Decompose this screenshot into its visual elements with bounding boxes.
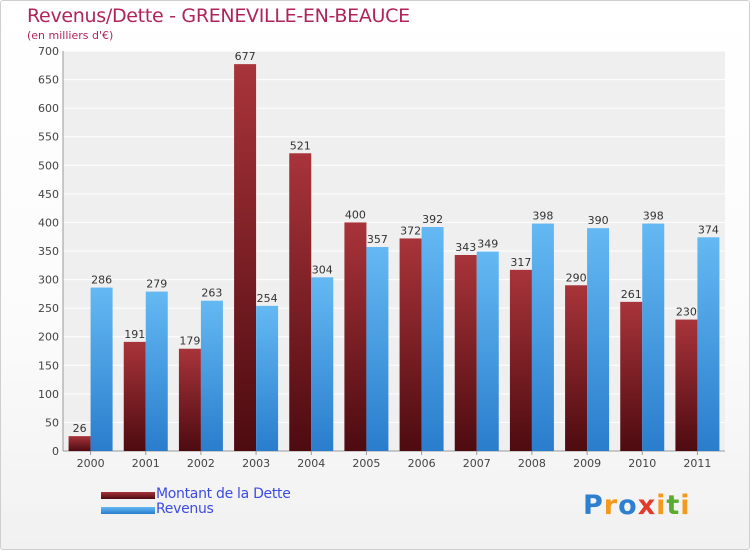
x-tick-label: 2010 xyxy=(628,457,656,470)
legend-swatch-revenus xyxy=(101,507,155,514)
x-tick-label: 2006 xyxy=(408,457,436,470)
logo-letter: i xyxy=(680,490,691,521)
y-tick-label: 550 xyxy=(38,131,59,144)
data-label-revenus: 374 xyxy=(698,223,719,236)
data-label-dette: 261 xyxy=(621,288,642,301)
chart-title: Revenus/Dette - GRENEVILLE-EN-BEAUCE xyxy=(27,5,410,27)
logo-letter: r xyxy=(603,490,619,521)
bar-dette xyxy=(399,238,422,451)
legend-swatch-dette xyxy=(101,492,155,499)
y-tick-label: 500 xyxy=(38,159,59,172)
x-tick-label: 2007 xyxy=(463,457,491,470)
x-tick-label: 2003 xyxy=(242,457,270,470)
bar-revenus xyxy=(531,223,554,451)
data-label-dette: 521 xyxy=(290,139,311,152)
y-tick-label: 350 xyxy=(38,245,59,258)
data-label-dette: 400 xyxy=(345,208,366,221)
bar-revenus xyxy=(366,247,389,451)
data-label-revenus: 398 xyxy=(532,210,553,223)
bar-revenus xyxy=(642,223,665,451)
data-label-revenus: 392 xyxy=(422,213,443,226)
bar-revenus xyxy=(587,228,610,451)
bar-dette xyxy=(178,348,201,451)
x-tick-label: 2005 xyxy=(352,457,380,470)
data-label-revenus: 254 xyxy=(257,292,278,305)
legend-label-dette: Montant de la Dette xyxy=(156,486,291,502)
data-label-revenus: 349 xyxy=(477,238,498,251)
data-label-dette: 179 xyxy=(179,335,200,348)
y-tick-label: 50 xyxy=(45,416,59,429)
bar-dette xyxy=(509,269,532,451)
data-label-revenus: 357 xyxy=(367,233,388,246)
bar-revenus xyxy=(200,300,223,451)
data-label-revenus: 279 xyxy=(146,278,167,291)
bar-revenus xyxy=(256,305,279,451)
data-label-dette: 343 xyxy=(455,241,476,254)
data-label-dette: 290 xyxy=(566,271,587,284)
y-tick-label: 700 xyxy=(38,45,59,58)
bar-dette xyxy=(565,285,588,451)
data-label-revenus: 398 xyxy=(643,210,664,223)
data-label-dette: 230 xyxy=(676,306,697,319)
x-tick-label: 2004 xyxy=(297,457,325,470)
data-label-revenus: 390 xyxy=(588,214,609,227)
chart-subtitle: (en milliers d'€) xyxy=(27,29,114,42)
data-label-dette: 26 xyxy=(73,422,87,435)
y-tick-label: 200 xyxy=(38,331,59,344)
bar-dette xyxy=(620,301,643,451)
logo-letter: P xyxy=(583,490,604,521)
bar-revenus xyxy=(476,251,499,451)
bar-dette xyxy=(344,222,367,451)
bar-dette xyxy=(68,436,91,451)
x-tick-label: 2011 xyxy=(683,457,711,470)
bar-revenus xyxy=(697,237,720,451)
bar-revenus xyxy=(90,287,113,451)
x-tick-label: 2008 xyxy=(518,457,546,470)
y-tick-label: 450 xyxy=(38,188,59,201)
y-tick-label: 600 xyxy=(38,102,59,115)
logo-letter: t xyxy=(666,490,681,521)
x-tick-label: 2002 xyxy=(187,457,215,470)
data-label-revenus: 286 xyxy=(91,274,112,287)
proxiti-logo: Proxiti xyxy=(583,490,691,521)
data-label-dette: 372 xyxy=(400,224,421,237)
bar-revenus xyxy=(311,277,334,451)
bar-dette xyxy=(123,341,146,451)
y-tick-label: 650 xyxy=(38,74,59,87)
bar-revenus xyxy=(421,227,444,451)
x-tick-label: 2009 xyxy=(573,457,601,470)
bar-dette xyxy=(289,153,312,452)
bar-dette xyxy=(454,255,477,451)
x-tick-label: 2001 xyxy=(132,457,160,470)
y-tick-label: 300 xyxy=(38,274,59,287)
bar-dette xyxy=(675,319,698,451)
data-label-dette: 317 xyxy=(510,256,531,269)
legend-label-revenus: Revenus xyxy=(156,501,214,517)
x-tick-label: 2000 xyxy=(77,457,105,470)
logo-letter: o xyxy=(618,490,638,521)
bar-dette xyxy=(234,64,257,451)
data-label-revenus: 263 xyxy=(201,287,222,300)
y-tick-label: 0 xyxy=(52,445,59,458)
y-tick-label: 100 xyxy=(38,388,59,401)
y-tick-label: 150 xyxy=(38,359,59,372)
logo-letter: i xyxy=(656,490,667,521)
logo-letter: x xyxy=(637,490,657,521)
data-label-revenus: 304 xyxy=(312,263,333,276)
y-tick-label: 400 xyxy=(38,216,59,229)
bar-revenus xyxy=(145,291,168,451)
y-tick-label: 250 xyxy=(38,302,59,315)
data-label-dette: 677 xyxy=(235,50,256,63)
data-label-dette: 191 xyxy=(124,328,145,341)
